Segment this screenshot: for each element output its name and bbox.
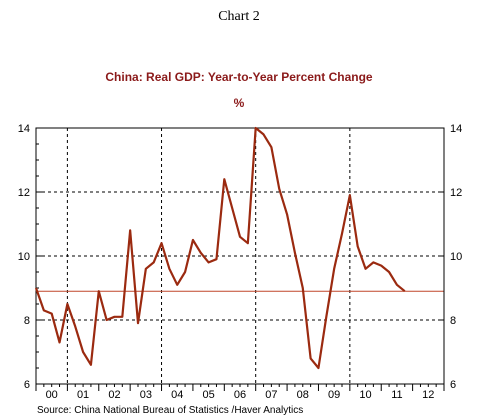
page-heading: Chart 2	[218, 9, 260, 24]
x-tick-label: 02	[108, 389, 120, 401]
x-tick-label: 01	[77, 389, 89, 401]
axes	[35, 127, 445, 391]
series-group	[34, 126, 406, 370]
x-tick-label: 04	[171, 389, 183, 401]
series-line	[34, 126, 406, 370]
gridlines	[36, 128, 444, 384]
x-tick-label: 00	[46, 389, 58, 401]
y-tick-label-left: 8	[24, 315, 30, 327]
y-tick-label-left: 12	[18, 187, 30, 199]
y-axis-right-labels: 6 8 10 12 14	[450, 123, 462, 391]
x-tick-label: 03	[140, 389, 152, 401]
x-axis-labels: 00 01 02 03 04 05 06 07 08 09 10 11 12	[46, 389, 435, 401]
x-tick-label: 06	[234, 389, 246, 401]
x-tick-label: 05	[202, 389, 214, 401]
y-axis-left-labels: 6 8 10 12 14	[18, 123, 30, 391]
x-tick-label: 08	[297, 389, 309, 401]
x-tick-label: 12	[422, 389, 434, 401]
y-tick-label-left: 6	[24, 379, 30, 391]
x-tick-label: 10	[359, 389, 371, 401]
x-tick-label: 11	[391, 389, 402, 401]
x-tick-label: 09	[328, 389, 340, 401]
chart-subtitle: %	[234, 96, 245, 110]
y-tick-label-right: 10	[450, 251, 462, 263]
chart-title: China: Real GDP: Year-to-Year Percent Ch…	[105, 70, 373, 84]
y-tick-label-right: 6	[450, 379, 456, 391]
y-tick-label-right: 12	[450, 187, 462, 199]
source-note: Source: China National Bureau of Statist…	[37, 405, 303, 416]
y-tick-label-right: 8	[450, 315, 456, 327]
y-tick-label-right: 14	[450, 123, 462, 135]
y-tick-label-left: 14	[18, 123, 30, 135]
x-tick-label: 07	[265, 389, 277, 401]
y-tick-label-left: 10	[18, 251, 30, 263]
